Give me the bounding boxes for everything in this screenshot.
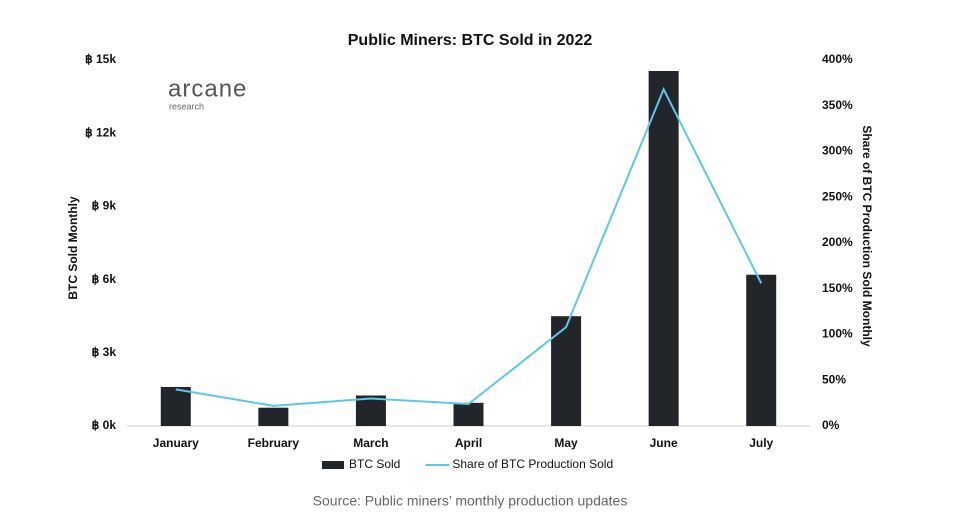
logo-sub: research — [169, 101, 204, 111]
y2-tick-label: 0% — [822, 418, 840, 432]
y2-tick-label: 300% — [822, 144, 853, 158]
y2-tick-label: 150% — [822, 281, 853, 295]
bar — [551, 316, 582, 426]
chart-title: Public Miners: BTC Sold in 2022 — [348, 32, 593, 49]
logo: arcane — [168, 75, 247, 102]
y-tick-label: ฿ 15k — [85, 52, 116, 66]
y2-axis-label: Share of BTC Production Sold Monthly — [860, 125, 874, 347]
y-tick-label: ฿ 6k — [92, 272, 117, 286]
bar — [648, 70, 679, 426]
legend-label: BTC Sold — [349, 457, 400, 471]
x-tick-label: January — [153, 436, 199, 450]
bar — [258, 407, 289, 426]
x-tick-label: April — [455, 436, 482, 450]
x-tick-label: July — [749, 436, 773, 450]
bar — [355, 395, 386, 426]
bar — [453, 402, 484, 426]
legend-label: Share of BTC Production Sold — [452, 457, 613, 471]
y-tick-label: ฿ 12k — [85, 125, 116, 139]
x-tick-label: February — [248, 436, 300, 450]
y-axis-label: BTC Sold Monthly — [66, 196, 80, 300]
y2-tick-label: 200% — [822, 235, 853, 249]
y2-tick-label: 100% — [822, 327, 853, 341]
source: Source: Public miners’ monthly productio… — [313, 493, 628, 509]
bar — [160, 386, 191, 426]
y2-tick-label: 50% — [822, 372, 846, 386]
x-tick-label: May — [554, 436, 578, 450]
legend-swatch — [322, 461, 344, 469]
y2-tick-label: 400% — [822, 52, 853, 66]
line — [175, 86, 763, 407]
y-tick-label: ฿ 9k — [92, 199, 117, 213]
y-tick-label: ฿ 3k — [92, 345, 117, 359]
y2-tick-label: 250% — [822, 189, 853, 203]
y2-tick-label: 350% — [822, 98, 853, 112]
x-tick-label: March — [353, 436, 388, 450]
bar — [746, 274, 777, 426]
y-tick-label: ฿ 0k — [92, 418, 117, 432]
x-tick-label: June — [650, 436, 678, 450]
